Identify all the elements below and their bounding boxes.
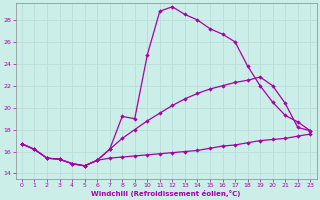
X-axis label: Windchill (Refroidissement éolien,°C): Windchill (Refroidissement éolien,°C) (92, 190, 241, 197)
